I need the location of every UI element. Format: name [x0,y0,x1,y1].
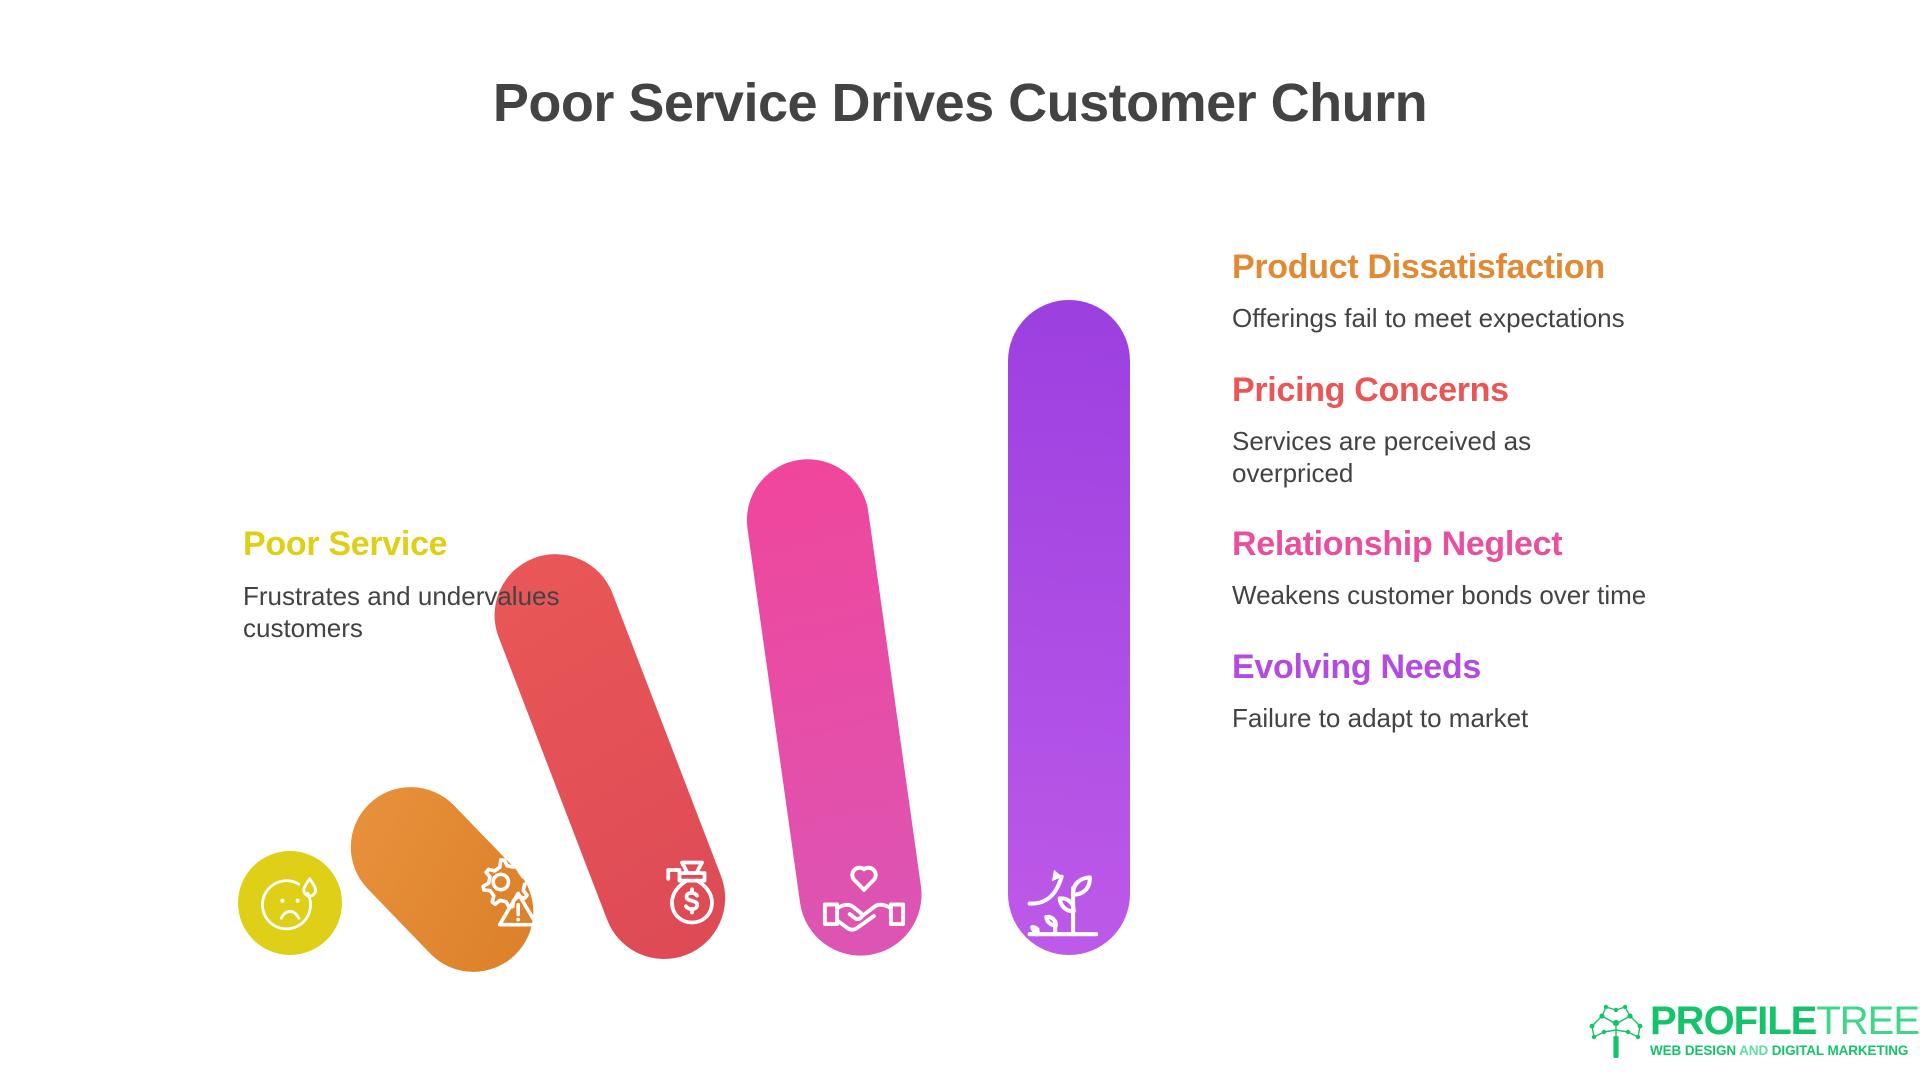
callout-heading: Product Dissatisfaction [1232,248,1605,286]
logo-word-secondary: TREE [1816,999,1920,1043]
bar-evolving-needs[interactable] [1008,300,1130,955]
callout-body: Failure to adapt to market [1232,703,1529,734]
callout-poor-service: Poor Service Frustrates and undervalues … [243,525,623,645]
callout-heading: Pricing Concerns [1232,370,1509,409]
logo-tagline-part2: AND [1739,1043,1772,1058]
logo-tagline-part3: DIGITAL MARKETING [1771,1043,1909,1058]
callout-body: Weakens customer bonds over time [1232,580,1647,611]
callout-body: Frustrates and undervalues customers [243,581,560,643]
bar-chart [238,300,1130,997]
page-title: Poor Service Drives Customer Churn [492,73,1428,133]
callout-list: Product Dissatisfaction Offerings fail t… [1232,248,1732,735]
callout-heading: Poor Service [243,525,448,563]
tree-network-icon [1586,1002,1646,1060]
bar-poor-service[interactable] [238,851,342,955]
logo-tagline-part1: WEB DESIGN [1650,1043,1740,1058]
logo-wordmark: PROFILETREE [1650,999,1920,1043]
profiletree-logo[interactable]: PROFILETREE WEB DESIGN AND DIGITAL MARKE… [1586,1000,1920,1062]
gear-warning-icon [465,845,551,931]
callout-body: Offerings fail to meet expectations [1232,303,1625,334]
callout-body: Services are perceived as overpriced [1232,425,1532,488]
logo-word-primary: PROFILE [1650,999,1817,1043]
callout-relationship-neglect: Relationship Neglect Weakens customer bo… [1232,525,1732,612]
callout-heading: Evolving Needs [1232,648,1481,687]
logo-tagline: WEB DESIGN AND DIGITAL MARKETING [1650,1043,1919,1058]
callout-heading: Relationship Neglect [1232,525,1563,564]
heart-hands-icon [820,855,908,943]
callout-product-dissatisfaction: Product Dissatisfaction Offerings fail t… [1232,248,1732,335]
plant-growth-icon [1022,855,1114,947]
sad-face-sweat-icon [255,869,325,939]
money-bag-icon [652,855,732,935]
logo-text-group: PROFILETREE WEB DESIGN AND DIGITAL MARKE… [1650,999,1920,1058]
callout-pricing-concerns: Pricing Concerns Services are perceived … [1232,371,1732,490]
callout-evolving-needs: Evolving Needs Failure to adapt to marke… [1232,648,1732,735]
